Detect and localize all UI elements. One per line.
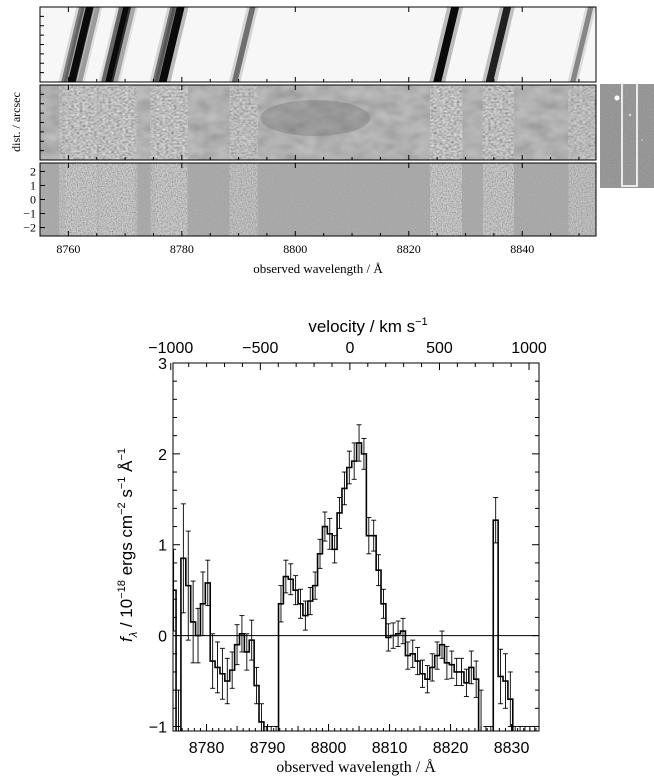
main-xlabel: observed wavelength / Å (276, 758, 436, 776)
raw-sky-line-halo-8 (228, 7, 259, 82)
flux-axis-label: fλ / 10−18 ergs cm−2 s−1 Å−1 (116, 448, 140, 642)
final-line-residual-9 (430, 163, 462, 236)
raw-sky-line-3 (100, 7, 125, 82)
velocity-axis-label: velocity / km s−1 (308, 316, 427, 336)
top-ylabel: dist. / arcsec (9, 92, 23, 152)
raw-sky-line-halo-0 (58, 7, 88, 82)
final-line-residual-8 (229, 163, 258, 236)
velocity-tick-label: 0 (345, 340, 354, 357)
residual-ytick-label: −1 (23, 207, 36, 221)
raw-sky-line-2 (77, 7, 101, 82)
final-line-residual-2 (75, 163, 102, 236)
main-xtick-label: 8780 (189, 740, 225, 757)
main-xtick-label: 8830 (494, 740, 530, 757)
thumbnail-image (600, 81, 654, 188)
subtracted-line-residual-9 (430, 85, 463, 160)
raw-sky-line-4 (105, 7, 132, 82)
velocity-tick-label: −1000 (148, 340, 193, 357)
raw-sky-spectrum-panel (39, 6, 597, 83)
raw-sky-line-halo-6 (149, 7, 179, 82)
main-xtick-label: 8790 (250, 740, 286, 757)
flux-step-line (173, 442, 514, 731)
main-ytick-label: 0 (158, 629, 167, 646)
top-xtick-label: 8800 (283, 242, 307, 256)
raw-sky-line-0 (61, 7, 85, 82)
top-xtick-label: 8760 (56, 242, 80, 256)
raw-sky-line-7 (158, 7, 185, 82)
final-line-residual-10 (483, 163, 514, 236)
spectrum-plot: 8780 8790 8800 8810 8820 8830 −1 0 1 2 3 −1000 −50… (148, 340, 547, 757)
top-xtick-label: 8820 (397, 242, 421, 256)
velocity-tick-label: 500 (426, 340, 453, 357)
errorbar (522, 726, 528, 731)
velocity-tick-label: 1000 (511, 340, 547, 357)
raw-sky-line-1 (67, 7, 94, 82)
main-xtick-label: 8800 (311, 740, 347, 757)
top-xtick-label: 8840 (510, 242, 534, 256)
main-ytick-label: 2 (158, 447, 167, 464)
top-xtick-label: 8780 (170, 242, 194, 256)
raw-sky-line-halo-9 (429, 7, 464, 82)
top-xlabel: observed wavelength / Å (253, 261, 383, 276)
residual-ytick-label: 0 (30, 193, 36, 207)
raw-sky-line-10 (485, 7, 512, 82)
main-ytick-label: −1 (149, 719, 167, 736)
raw-sky-line-halo-1 (63, 7, 98, 82)
final-line-residual-7 (155, 163, 188, 236)
velocity-tick-label: −500 (242, 340, 278, 357)
subtracted-line-residual-5 (111, 85, 138, 160)
residual-ytick-label: 2 (30, 164, 36, 178)
sky-subtracted-panel (39, 84, 597, 161)
subtracted-line-residual-11 (568, 85, 596, 160)
subtracted-line-residual-1 (64, 85, 97, 160)
errorbar (483, 726, 489, 731)
main-ytick-label: 1 (158, 538, 167, 555)
raw-sky-line-9 (433, 7, 460, 82)
raw-sky-line-halo-11 (567, 7, 596, 82)
raw-sky-line-8 (231, 7, 256, 82)
main-xtick-label: 8820 (433, 740, 469, 757)
subtracted-line-residual-10 (482, 85, 514, 160)
subtracted-line-residual-2 (75, 85, 102, 160)
raw-sky-line-halo-7 (154, 7, 189, 82)
raw-sky-line-halo-10 (481, 7, 515, 82)
errorbar (268, 726, 274, 731)
final-line-residual-1 (65, 163, 97, 236)
raw-sky-line-halo-5 (111, 7, 139, 82)
errorbar (517, 726, 523, 731)
final-line-residual-11 (568, 163, 596, 236)
subtracted-line-residual-7 (155, 85, 188, 160)
raw-sky-line-halo-2 (75, 7, 103, 82)
residual-panel: 210−1−2 (23, 162, 597, 237)
residual-ytick-label: 1 (30, 178, 36, 192)
raw-sky-line-11 (570, 7, 594, 82)
main-xtick-label: 8810 (372, 740, 408, 757)
final-line-residual-5 (111, 163, 138, 236)
subtracted-line-residual-8 (229, 85, 258, 160)
raw-sky-line-6 (152, 7, 177, 82)
slit-box (621, 81, 638, 187)
galaxy-trace (260, 100, 371, 136)
main-ytick-label: 3 (158, 356, 167, 373)
raw-sky-line-5 (113, 7, 136, 82)
residual-ytick-label: −2 (23, 221, 36, 235)
